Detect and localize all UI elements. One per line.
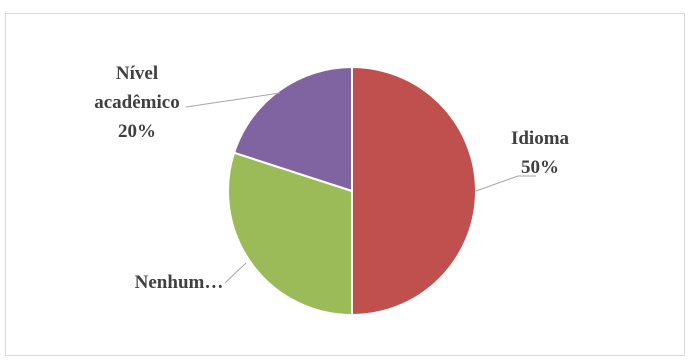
label-idioma-name: Idioma [511,128,570,149]
pie-slice-nenhum [227,151,353,317]
pie-slice-n-vel-acad-mico [232,65,353,193]
label-nivel-line1: Nível [116,63,158,84]
leader-lines [185,92,536,284]
label-idioma-value: 50% [521,157,559,178]
pie-slices [227,65,477,317]
leader-nenhum [224,262,247,284]
label-nenhum-name: Nenhum… [135,272,224,293]
label-nivel-value: 20% [118,121,156,142]
label-nivel-line2: acadêmico [94,92,179,113]
leader-idioma [475,175,536,192]
leader-nivel [185,92,281,108]
pie-slice-idioma [351,65,477,317]
